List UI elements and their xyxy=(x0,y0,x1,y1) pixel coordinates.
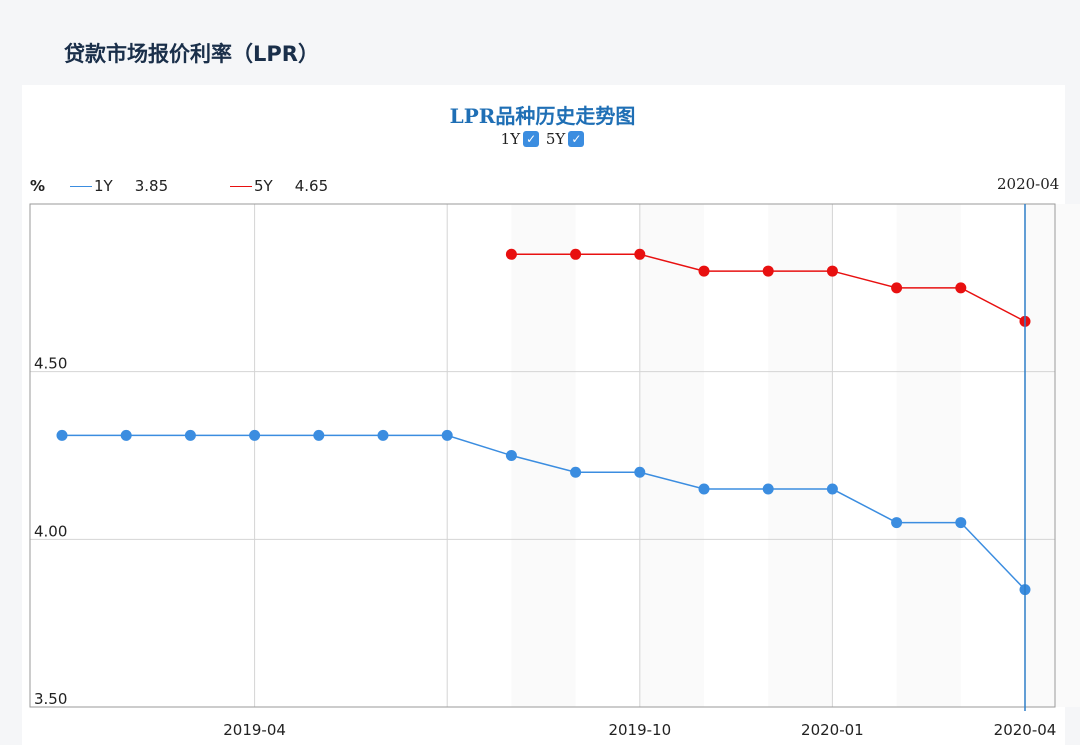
data-point-1y xyxy=(634,466,646,478)
data-point-1y xyxy=(955,517,967,529)
data-point-1y xyxy=(698,483,710,495)
plot-band xyxy=(511,204,576,707)
data-point-5y xyxy=(505,248,517,260)
toggle-5y[interactable]: 5Y ✓ xyxy=(545,130,585,148)
data-point-5y xyxy=(634,248,646,260)
legend-1y-value: 3.85 xyxy=(134,177,169,195)
plot-band xyxy=(1025,204,1080,707)
data-point-1y xyxy=(313,429,325,441)
page-title: 贷款市场报价利率（LPR） xyxy=(64,42,319,66)
plot-frame xyxy=(29,203,1056,708)
legend-5y-value: 4.65 xyxy=(294,177,329,195)
data-point-1y xyxy=(56,429,68,441)
plot-band xyxy=(639,204,704,707)
plot-band xyxy=(896,204,961,707)
hover-date: 2020-04 xyxy=(997,175,1060,193)
data-point-1y xyxy=(377,429,389,441)
data-point-1y xyxy=(120,429,132,441)
data-point-1y xyxy=(826,483,838,495)
x-tick-label: 2020-04 xyxy=(994,721,1057,739)
y-tick-label: 4.50 xyxy=(34,355,67,373)
toggle-1y-label: 1Y xyxy=(500,130,521,148)
legend-1y: 1Y 3.85 xyxy=(70,177,168,195)
legend-5y-name: 5Y xyxy=(254,177,273,195)
legend-5y-swatch xyxy=(230,185,252,187)
legend-5y: 5Y 4.65 xyxy=(230,177,328,195)
unit-label: % xyxy=(30,177,46,195)
data-point-5y xyxy=(826,265,838,277)
data-point-1y xyxy=(570,466,582,478)
checkbox-5y-icon[interactable]: ✓ xyxy=(568,131,585,147)
data-point-5y xyxy=(955,282,967,294)
data-point-5y xyxy=(891,282,903,294)
data-point-1y xyxy=(249,429,261,441)
y-tick-label: 3.50 xyxy=(34,690,67,708)
legend-1y-name: 1Y xyxy=(94,177,113,195)
series-toggles: 1Y ✓ 5Y ✓ xyxy=(0,130,1080,148)
x-tick-label: 2019-10 xyxy=(608,721,671,739)
data-point-5y xyxy=(698,265,710,277)
data-point-1y xyxy=(762,483,774,495)
data-point-1y xyxy=(891,517,903,529)
toggle-5y-label: 5Y xyxy=(545,130,566,148)
legend-1y-swatch xyxy=(70,185,92,187)
plot-band xyxy=(768,204,833,707)
data-point-1y xyxy=(184,429,196,441)
data-point-1y xyxy=(505,450,517,461)
series-line-1y xyxy=(62,434,1026,591)
y-tick-label: 4.00 xyxy=(34,522,67,540)
data-point-1y xyxy=(441,429,453,441)
x-tick-label: 2020-01 xyxy=(801,721,864,739)
checkbox-1y-icon[interactable]: ✓ xyxy=(523,131,540,147)
data-point-5y xyxy=(762,265,774,277)
chart-title: LPR品种历史走势图 xyxy=(449,104,636,128)
data-point-5y xyxy=(570,248,582,260)
x-tick-label: 2019-04 xyxy=(223,721,286,739)
toggle-1y[interactable]: 1Y ✓ xyxy=(500,130,540,148)
